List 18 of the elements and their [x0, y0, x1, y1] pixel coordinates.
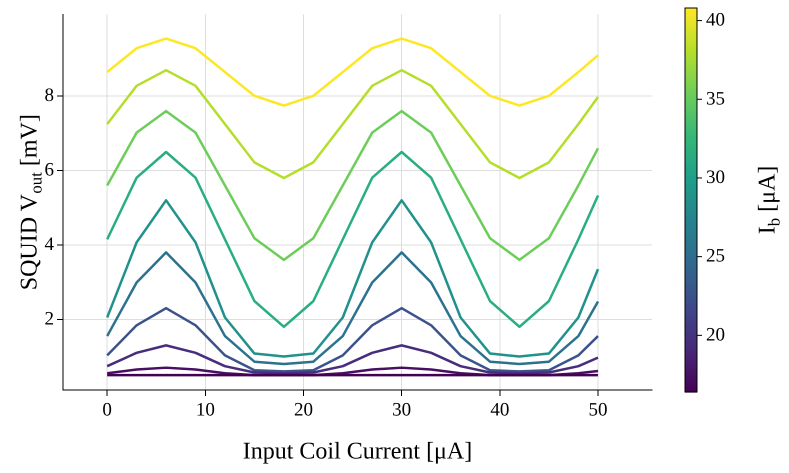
y-tick-label: 6	[44, 160, 54, 181]
x-tick-label: 30	[392, 399, 412, 420]
y-tick-label: 2	[44, 308, 54, 330]
color-bar-title: Ib [μA]	[754, 166, 784, 234]
y-tick-label: 8	[44, 85, 54, 106]
x-tick-label: 20	[294, 399, 314, 420]
color-bar-label: 30	[706, 166, 725, 188]
color-bar-label: 20	[706, 324, 725, 346]
x-axis-title: Input Coil Current [μA]	[242, 438, 472, 464]
x-tick-label: 40	[490, 399, 510, 420]
y-tick-label: 4	[44, 234, 54, 255]
x-tick-label: 10	[196, 399, 215, 420]
color-bar-label: 25	[706, 246, 725, 267]
color-bar-label: 40	[706, 10, 725, 31]
x-tick-label: 50	[588, 399, 608, 420]
x-tick-label: 0	[102, 399, 112, 420]
y-axis-title: SQUID Vout [mV]	[16, 114, 46, 290]
color-bar-label: 35	[706, 88, 725, 110]
